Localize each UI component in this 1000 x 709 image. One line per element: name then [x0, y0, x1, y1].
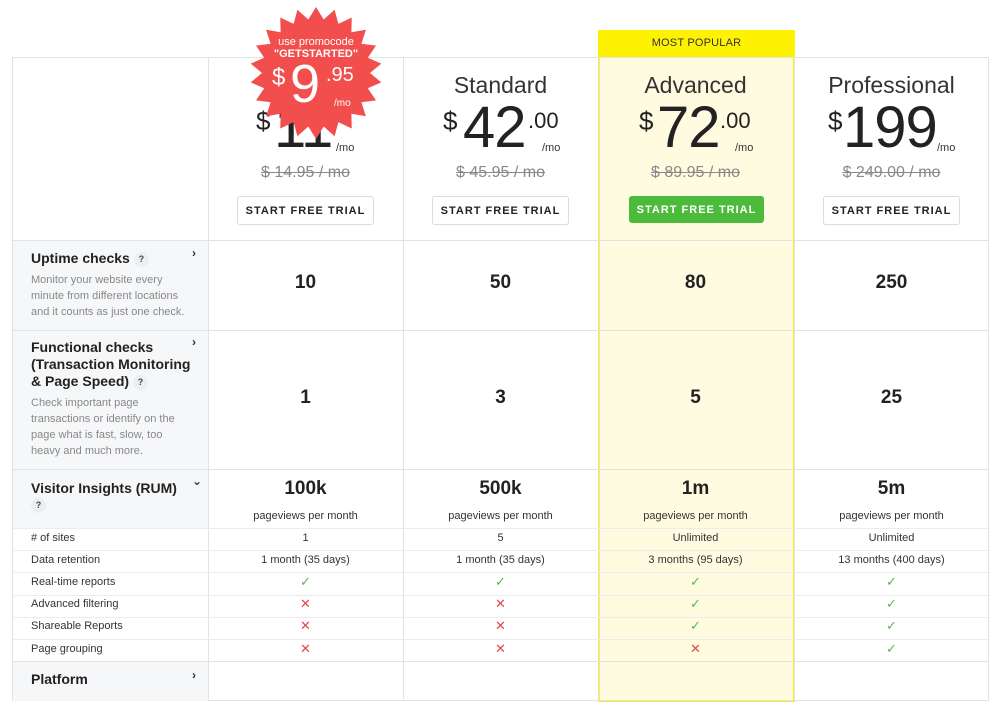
uptime-value-3: 80 — [684, 272, 707, 293]
functional-value-2: 3 — [495, 387, 506, 408]
retention-value-2: 1 month (35 days) — [456, 554, 545, 566]
check-icon: ✓ — [300, 574, 311, 589]
plan-4-price: $ 199 /mo — [828, 95, 956, 160]
plan-2-start-trial-button[interactable]: START FREE TRIAL — [432, 196, 569, 225]
row-label-sites: # of sites — [31, 532, 76, 544]
check-icon: ✓ — [690, 618, 701, 633]
col-divider — [403, 58, 404, 700]
cross-icon: ✕ — [495, 596, 506, 611]
row-divider — [13, 661, 988, 662]
chevron-right-icon[interactable]: › — [192, 335, 196, 349]
most-popular-badge: MOST POPULAR — [598, 30, 795, 57]
check-icon: ✓ — [495, 574, 506, 589]
col-divider — [208, 58, 209, 700]
row-divider — [13, 595, 988, 596]
plan-1-start-trial-button[interactable]: START FREE TRIAL — [237, 196, 374, 225]
sites-value-4: Unlimited — [868, 532, 915, 544]
functional-checks-title[interactable]: Functional checks (Transaction Monitorin… — [31, 339, 191, 390]
promo-starburst-badge — [250, 7, 382, 139]
row-divider — [13, 572, 988, 573]
uptime-checks-description: Monitor your website every minute from d… — [31, 274, 185, 318]
cross-icon: ✕ — [690, 641, 701, 656]
row-divider — [13, 550, 988, 551]
plan-2-name: Standard — [453, 72, 548, 98]
plan-1-old-price: $ 14.95 / mo — [261, 164, 350, 181]
check-icon: ✓ — [886, 574, 897, 589]
pricing-table — [12, 57, 989, 701]
row-divider — [13, 639, 988, 640]
uptime-value-1: 10 — [294, 272, 317, 293]
col-divider — [599, 58, 600, 700]
rum-value-3: 1m — [681, 478, 710, 499]
cross-icon: ✕ — [300, 641, 311, 656]
plan-3-old-price: $ 89.95 / mo — [651, 164, 740, 181]
check-icon: ✓ — [886, 641, 897, 656]
rum-sub-4: pageviews per month — [839, 510, 944, 522]
rum-sub-3: pageviews per month — [643, 510, 748, 522]
promo-code: "GETSTARTED" — [273, 48, 359, 60]
retention-value-4: 13 months (400 days) — [838, 554, 945, 566]
retention-value-1: 1 month (35 days) — [261, 554, 350, 566]
chevron-down-icon[interactable]: ⌄ — [192, 474, 203, 488]
functional-checks-description: Check important page transactions or ide… — [31, 397, 175, 457]
cross-icon: ✕ — [300, 596, 311, 611]
check-icon: ✓ — [690, 596, 701, 611]
side-bg-platform — [13, 662, 208, 701]
help-icon[interactable]: ? — [133, 251, 149, 267]
help-icon[interactable]: ? — [31, 498, 46, 513]
plan-4-old-price: $ 249.00 / mo — [842, 164, 941, 181]
sites-value-2: 5 — [497, 532, 504, 544]
side-bg-functional — [13, 331, 208, 470]
side-bg-uptime — [13, 241, 208, 331]
row-label-realtime: Real-time reports — [31, 576, 116, 588]
rum-value-4: 5m — [877, 478, 906, 499]
plan-4-name: Professional — [828, 72, 955, 98]
functional-value-4: 25 — [880, 387, 903, 408]
plan-2-old-price: $ 45.95 / mo — [456, 164, 545, 181]
help-icon[interactable]: ? — [133, 374, 149, 390]
rum-value-2: 500k — [479, 478, 522, 499]
check-icon: ✓ — [886, 596, 897, 611]
uptime-value-2: 50 — [489, 272, 512, 293]
uptime-checks-title[interactable]: Uptime checks? — [31, 250, 191, 267]
chevron-right-icon[interactable]: › — [192, 668, 196, 682]
check-icon: ✓ — [886, 618, 897, 633]
row-divider — [13, 469, 988, 470]
plan-2-price: $ 42 .00 /mo — [443, 95, 561, 160]
functional-value-1: 1 — [300, 387, 311, 408]
rum-sub-2: pageviews per month — [448, 510, 553, 522]
row-divider — [13, 528, 988, 529]
row-label-filtering: Advanced filtering — [31, 598, 119, 610]
plan-3-price: $ 72 .00 /mo — [639, 95, 754, 160]
cross-icon: ✕ — [495, 618, 506, 633]
check-icon: ✓ — [690, 574, 701, 589]
promo-label: use promocode — [278, 36, 354, 48]
cross-icon: ✕ — [495, 641, 506, 656]
rum-value-1: 100k — [284, 478, 327, 499]
plan-3-name: Advanced — [644, 72, 747, 98]
plan-3-start-trial-button[interactable]: START FREE TRIAL — [629, 196, 764, 223]
platform-title[interactable]: Platform — [31, 671, 88, 687]
sites-value-1: 1 — [302, 532, 309, 544]
side-bg-rum — [13, 470, 208, 528]
popular-column-highlight — [598, 30, 795, 702]
promo-price: $ 9 .95 /mo — [272, 54, 354, 114]
row-label-shareable: Shareable Reports — [31, 620, 123, 632]
uptime-value-4: 250 — [875, 272, 908, 293]
row-label-grouping: Page grouping — [31, 643, 103, 655]
col-divider — [794, 58, 795, 700]
visitor-insights-title[interactable]: Visitor Insights (RUM) — [31, 480, 177, 496]
row-label-retention: Data retention — [31, 554, 101, 566]
cross-icon: ✕ — [300, 618, 311, 633]
sites-value-3: Unlimited — [672, 532, 719, 544]
plan-4-start-trial-button[interactable]: START FREE TRIAL — [823, 196, 960, 225]
row-divider — [13, 617, 988, 618]
row-divider — [13, 240, 988, 241]
functional-value-3: 5 — [690, 387, 701, 408]
retention-value-3: 3 months (95 days) — [648, 554, 743, 566]
chevron-right-icon[interactable]: › — [192, 246, 196, 260]
row-divider — [13, 330, 988, 331]
rum-sub-1: pageviews per month — [253, 510, 358, 522]
